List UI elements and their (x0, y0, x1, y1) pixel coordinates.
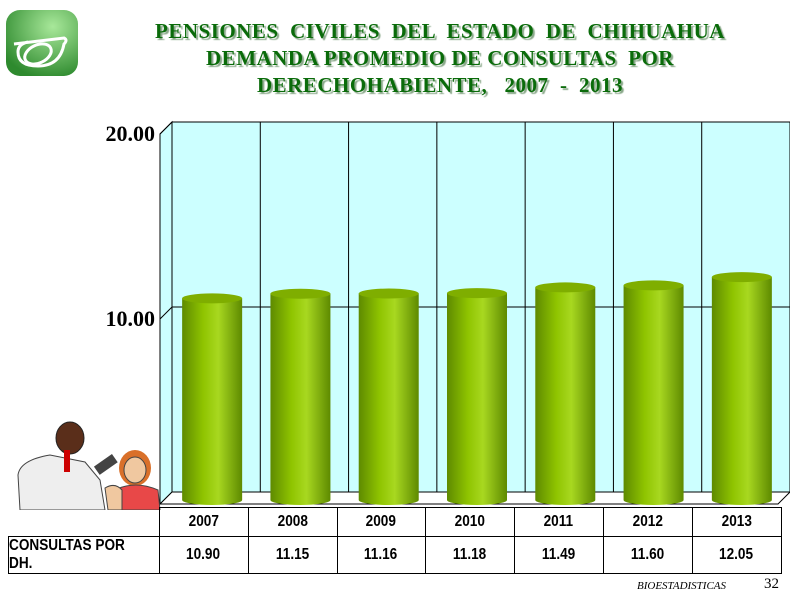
bar-2013 (711, 277, 772, 505)
value-label: 11.18 (452, 546, 487, 563)
bar-2008 (270, 293, 331, 505)
value-label: 11.60 (630, 546, 665, 563)
title-line-1: PENSIONES CIVILES DEL ESTADO DE CHIHUAHU… (155, 19, 725, 43)
title-line-3: DERECHOHABIENTE, 2007 - 2013 (256, 73, 624, 97)
category-label: 2007 (188, 513, 219, 530)
bar-2007 (182, 298, 243, 505)
gridline-side (159, 306, 173, 320)
bar-chart: 20.00 10.00 (106, 120, 790, 506)
category-label: 2012 (632, 513, 663, 530)
gridline-side (159, 121, 173, 135)
bar-top-2013 (711, 272, 772, 283)
category-label: 2013 (721, 513, 752, 530)
doctor-vaccinating-child-clipart (17, 421, 161, 510)
bar-top-2008 (270, 288, 331, 299)
value-label: 11.16 (364, 546, 398, 563)
bar-top-2009 (358, 288, 419, 299)
category-label: 2008 (277, 513, 308, 530)
category-label: 2011 (543, 513, 574, 530)
category-label: 2010 (454, 513, 485, 530)
bar-2010 (447, 293, 507, 505)
bar-2012 (623, 285, 684, 505)
data-table: 2007 2008 2009 2010 2011 2012 2013 CONSU… (8, 507, 782, 574)
bar-top-2011 (535, 282, 596, 293)
table-value-row: CONSULTAS POR DH. 10.90 11.15 11.16 11.1… (8, 536, 782, 574)
footer-label: BIOESTADISTICAS (637, 580, 727, 592)
series-label: CONSULTAS POR DH. (9, 537, 125, 572)
value-label: 11.15 (275, 546, 310, 563)
value-label: 10.90 (186, 546, 221, 563)
bar-top-2010 (447, 288, 507, 299)
y-tick-label: 10.00 (106, 306, 156, 331)
value-label: 12.05 (719, 546, 754, 563)
value-label: 11.49 (541, 546, 576, 563)
pensiones-logo (6, 10, 78, 76)
bar-2009 (358, 293, 419, 505)
category-label: 2009 (365, 513, 397, 530)
y-tick-label: 20.00 (106, 121, 156, 146)
chart-title: PENSIONES CIVILES DEL ESTADO DE CHIHUAHU… (100, 18, 780, 99)
page-number: 32 (764, 576, 779, 592)
table-header-row: 2007 2008 2009 2010 2011 2012 2013 (9, 507, 782, 537)
title-line-2: DEMANDA PROMEDIO DE CONSULTAS POR (206, 46, 674, 70)
bar-top-2012 (623, 280, 684, 291)
bar-2011 (535, 287, 596, 505)
bar-top-2007 (182, 293, 243, 304)
